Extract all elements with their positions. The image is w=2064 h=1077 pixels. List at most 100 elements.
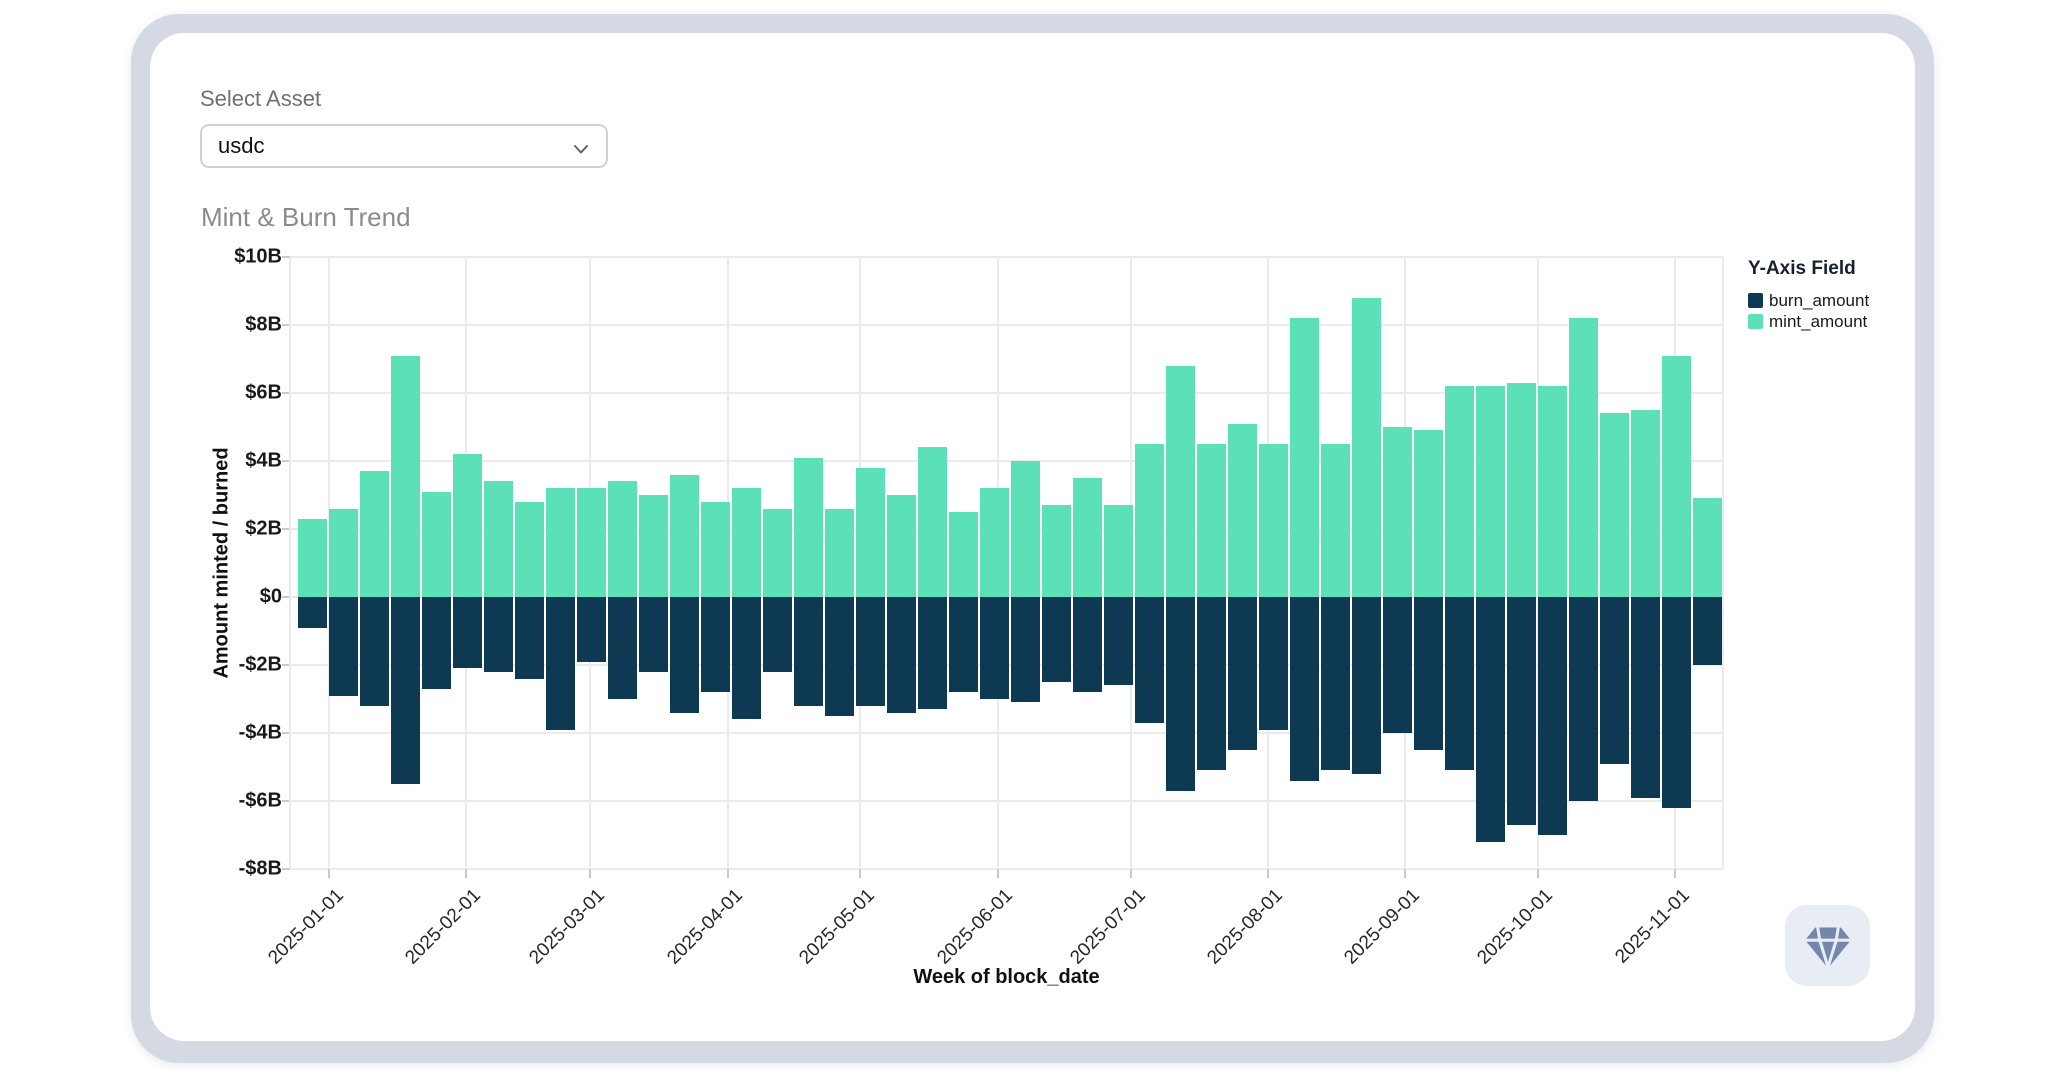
burn-bar[interactable] [918,597,947,709]
burn-bar[interactable] [1476,597,1505,842]
burn-bar[interactable] [980,597,1009,699]
legend-item-burn_amount[interactable]: burn_amount [1748,290,1869,311]
burn-bar[interactable] [825,597,854,716]
mint-bar[interactable] [1042,505,1071,597]
mint-bar[interactable] [1321,444,1350,597]
mint-bar[interactable] [1662,356,1691,597]
mint-bar[interactable] [484,481,513,597]
mint-bar[interactable] [701,502,730,597]
select-asset-dropdown[interactable]: usdc [200,124,608,168]
burn-bar[interactable] [391,597,420,784]
burn-bar[interactable] [1445,597,1474,770]
gem-button[interactable] [1785,905,1870,986]
mint-bar[interactable] [329,509,358,597]
mint-bar[interactable] [1631,410,1660,597]
burn-bar[interactable] [639,597,668,672]
burn-bar[interactable] [1011,597,1040,702]
mint-bar[interactable] [453,454,482,597]
mint-bar[interactable] [1383,427,1412,597]
burn-bar[interactable] [763,597,792,672]
burn-bar[interactable] [1631,597,1660,798]
mint-bar[interactable] [794,458,823,597]
mint-bar[interactable] [825,509,854,597]
mint-bar[interactable] [1197,444,1226,597]
burn-bar[interactable] [1569,597,1598,801]
mint-bar[interactable] [608,481,637,597]
burn-bar[interactable] [1662,597,1691,808]
burn-bar[interactable] [577,597,606,662]
burn-bar[interactable] [670,597,699,713]
burn-bar[interactable] [546,597,575,730]
mint-bar[interactable] [422,492,451,597]
mint-bar[interactable] [1569,318,1598,597]
mint-bar[interactable] [949,512,978,597]
burn-bar[interactable] [1228,597,1257,750]
burn-bar[interactable] [484,597,513,672]
mint-bar[interactable] [1693,498,1722,597]
mint-bar[interactable] [1352,298,1381,597]
burn-bar[interactable] [608,597,637,699]
mint-bar[interactable] [298,519,327,597]
mint-bar[interactable] [980,488,1009,597]
mint-bar[interactable] [732,488,761,597]
mint-bar[interactable] [1600,413,1629,597]
burn-bar[interactable] [856,597,885,706]
mint-bar[interactable] [670,475,699,597]
burn-bar[interactable] [453,597,482,668]
mint-bar[interactable] [515,502,544,597]
burn-bar[interactable] [887,597,916,713]
burn-bar[interactable] [1073,597,1102,692]
burn-bar[interactable] [1538,597,1567,835]
mint-bar[interactable] [1104,505,1133,597]
burn-bar[interactable] [1166,597,1195,791]
mint-bar[interactable] [1135,444,1164,597]
burn-bar[interactable] [1104,597,1133,685]
mint-bar[interactable] [1259,444,1288,597]
burn-bar[interactable] [732,597,761,719]
mint-bar[interactable] [577,488,606,597]
burn-bar[interactable] [1383,597,1412,733]
mint-bar[interactable] [1073,478,1102,597]
y-tick-mark [282,732,290,734]
burn-bar[interactable] [1197,597,1226,770]
mint-bar[interactable] [1476,386,1505,597]
mint-bar[interactable] [1414,430,1443,597]
mint-bar[interactable] [1011,461,1040,597]
burn-bar[interactable] [1414,597,1443,750]
legend-item-mint_amount[interactable]: mint_amount [1748,311,1869,332]
y-gridline [290,868,1723,870]
mint-bar[interactable] [546,488,575,597]
burn-bar[interactable] [701,597,730,692]
y-tick-label: $10B [234,245,282,268]
mint-bar[interactable] [1290,318,1319,597]
burn-bar[interactable] [1507,597,1536,825]
mint-bar[interactable] [918,447,947,597]
burn-bar[interactable] [794,597,823,706]
burn-bar[interactable] [422,597,451,689]
burn-bar[interactable] [949,597,978,692]
mint-bar[interactable] [391,356,420,597]
mint-bar[interactable] [1507,383,1536,597]
mint-bar[interactable] [360,471,389,597]
mint-bar[interactable] [1445,386,1474,597]
burn-bar[interactable] [1135,597,1164,723]
burn-bar[interactable] [1042,597,1071,682]
mint-bar[interactable] [887,495,916,597]
burn-bar[interactable] [515,597,544,679]
mint-bar[interactable] [856,468,885,597]
mint-bar[interactable] [763,509,792,597]
burn-bar[interactable] [1600,597,1629,764]
x-tick-mark [996,869,999,878]
burn-bar[interactable] [1693,597,1722,665]
burn-bar[interactable] [1290,597,1319,781]
burn-bar[interactable] [329,597,358,696]
mint-bar[interactable] [1228,424,1257,597]
burn-bar[interactable] [360,597,389,706]
burn-bar[interactable] [1352,597,1381,774]
burn-bar[interactable] [1321,597,1350,770]
burn-bar[interactable] [298,597,327,628]
mint-bar[interactable] [1538,386,1567,597]
mint-bar[interactable] [1166,366,1195,597]
burn-bar[interactable] [1259,597,1288,730]
mint-bar[interactable] [639,495,668,597]
